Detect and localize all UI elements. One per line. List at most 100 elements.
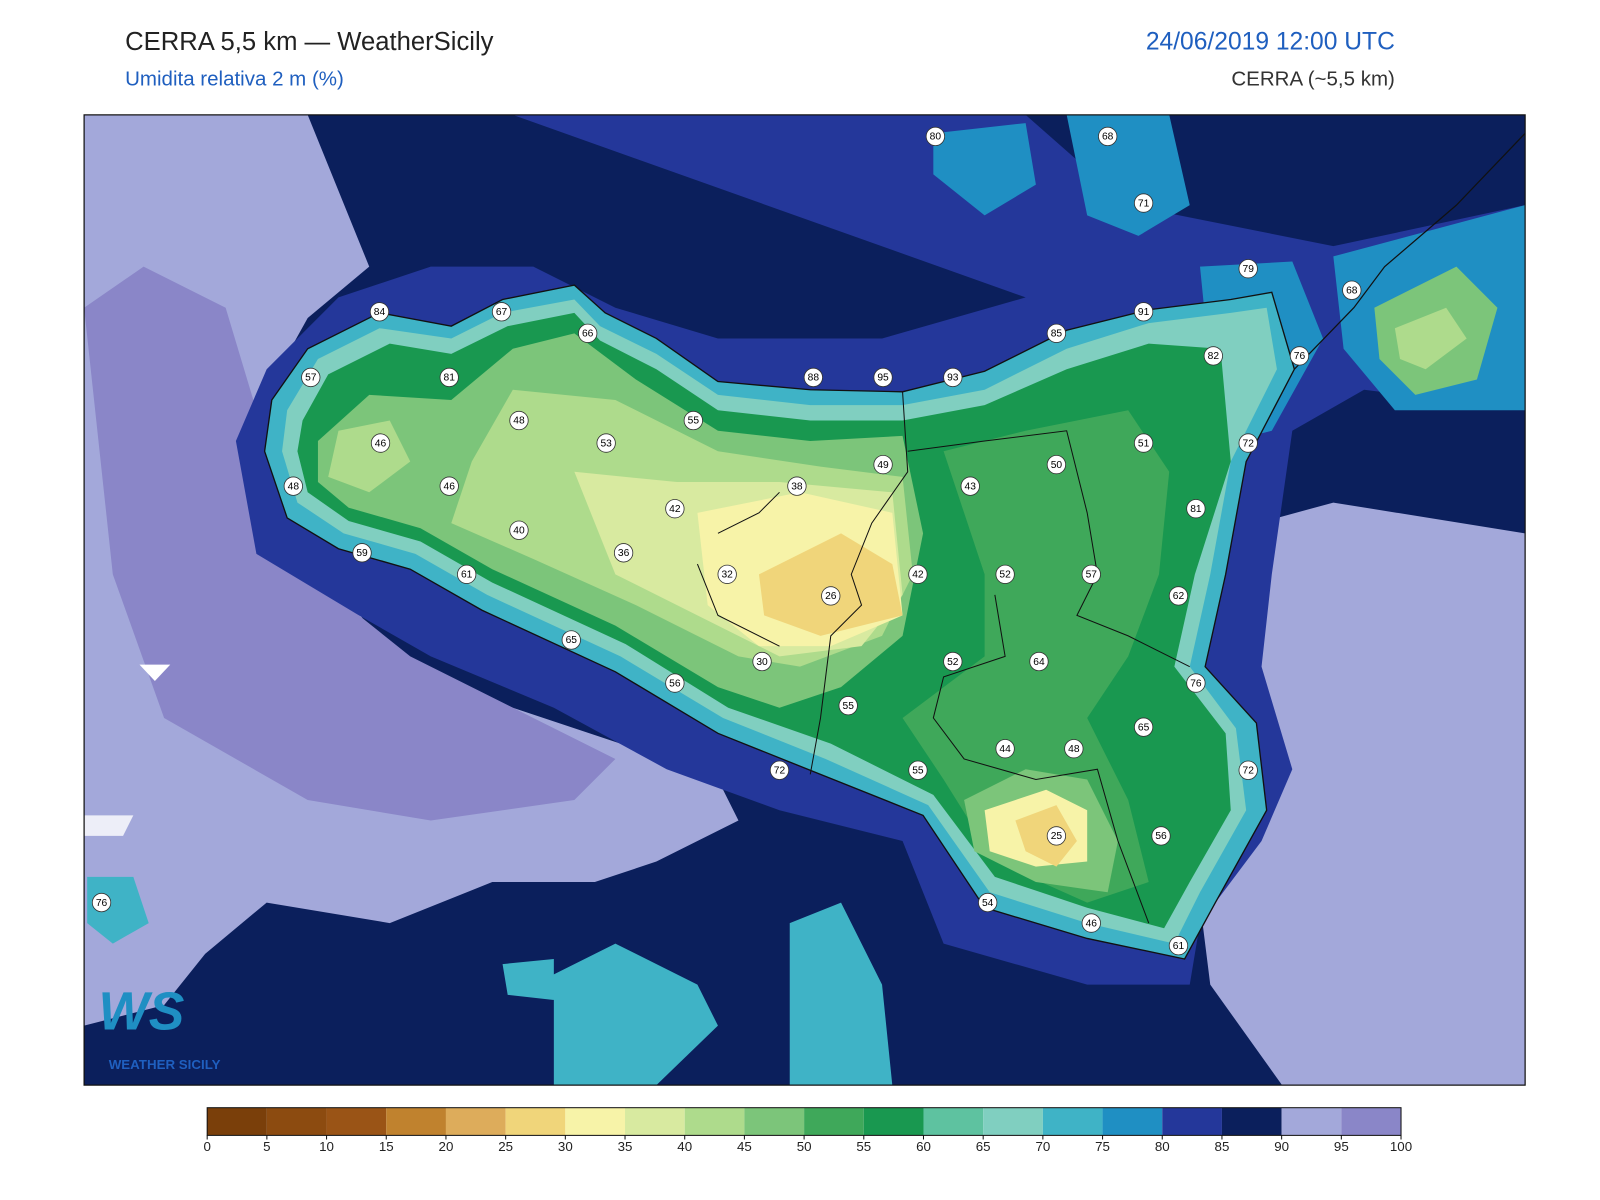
station-marker: [925, 126, 946, 147]
station-marker: [1029, 651, 1049, 672]
station: 50: [1046, 454, 1067, 475]
station: 38: [787, 476, 807, 496]
station-value: 38: [791, 481, 803, 492]
station: 56: [665, 673, 685, 693]
colorbar-tick-label: 15: [379, 1139, 394, 1154]
station-value: 55: [843, 701, 855, 712]
station: 81: [1186, 499, 1206, 519]
station-marker: [665, 673, 685, 693]
station-marker: [509, 520, 529, 540]
station-value: 76: [1190, 678, 1202, 689]
station: 61: [1168, 935, 1189, 956]
station-marker: [1203, 346, 1223, 366]
colorbar-tick-label: 30: [558, 1139, 573, 1154]
colorbar-segment: [1102, 1107, 1163, 1136]
colorbar-segment: [1042, 1107, 1103, 1136]
station-marker: [873, 454, 893, 475]
station-value: 57: [1086, 570, 1098, 581]
station: 36: [613, 543, 634, 563]
colorbar-segment: [505, 1107, 566, 1136]
station-marker: [613, 543, 634, 563]
station-marker: [1168, 935, 1189, 956]
station-marker: [1046, 826, 1067, 846]
station-value: 71: [1138, 198, 1150, 209]
station: 82: [1203, 346, 1223, 366]
station: 76: [1186, 673, 1206, 693]
station: 76: [91, 892, 112, 913]
station-value: 32: [721, 570, 733, 581]
station: 55: [908, 760, 928, 780]
station-marker: [943, 651, 963, 672]
station: 88: [803, 367, 823, 388]
station-marker: [457, 564, 477, 584]
station-marker: [1133, 302, 1154, 322]
station-marker: [995, 739, 1015, 759]
station-value: 44: [999, 744, 1011, 755]
station: 81: [439, 367, 459, 388]
station-value: 56: [669, 678, 681, 689]
station: 42: [665, 499, 685, 519]
station-value: 65: [1138, 722, 1150, 733]
station-marker: [752, 651, 772, 672]
station-value: 55: [912, 765, 924, 776]
station: 26: [821, 586, 841, 606]
station: 80: [925, 126, 946, 147]
colorbar-tick-label: 80: [1155, 1139, 1170, 1154]
colorbar-segment: [863, 1107, 924, 1136]
station-value: 95: [877, 373, 889, 384]
colorbar-tick-label: 65: [976, 1139, 991, 1154]
colorbar-segment: [804, 1107, 864, 1136]
station: 32: [717, 564, 737, 584]
station-marker: [1168, 586, 1189, 606]
station-marker: [821, 586, 841, 606]
station-value: 49: [877, 460, 889, 471]
station-value: 54: [982, 898, 994, 909]
station-marker: [995, 564, 1015, 584]
station: 55: [838, 696, 858, 716]
subtitle: Umidita relativa 2 m (%): [125, 67, 344, 90]
station-value: 68: [1102, 132, 1114, 143]
station-value: 30: [756, 657, 768, 668]
station-value: 46: [375, 438, 387, 449]
colorbar-segment: [983, 1107, 1043, 1136]
station-value: 59: [356, 548, 368, 559]
station: 91: [1133, 302, 1154, 322]
station-marker: [283, 476, 303, 496]
station-value: 61: [461, 570, 473, 581]
station: 65: [1133, 717, 1154, 737]
station: 93: [943, 367, 963, 388]
station: 48: [509, 410, 529, 431]
station-marker: [1238, 760, 1258, 780]
colorbar-segment: [326, 1107, 387, 1136]
station: 72: [1238, 760, 1258, 780]
colorbar-tick-label: 20: [439, 1139, 454, 1154]
colorbar-tick-label: 95: [1334, 1139, 1349, 1154]
colorbar-tick-label: 85: [1215, 1139, 1230, 1154]
station: 68: [1342, 280, 1362, 300]
station: 68: [1098, 126, 1118, 147]
station-marker: [1064, 739, 1084, 759]
station-value: 36: [618, 548, 630, 559]
station: 44: [995, 739, 1015, 759]
station: 43: [960, 476, 980, 496]
station-value: 25: [1051, 831, 1063, 842]
station-marker: [370, 433, 391, 453]
station-value: 67: [496, 307, 508, 318]
station-marker: [665, 499, 685, 519]
station: 30: [752, 651, 772, 672]
station: 49: [873, 454, 893, 475]
station-value: 42: [669, 504, 681, 515]
station-marker: [596, 433, 616, 453]
station-value: 81: [1190, 504, 1202, 515]
station-value: 42: [912, 570, 924, 581]
station-value: 26: [825, 591, 837, 602]
station-marker: [1098, 126, 1118, 147]
station: 46: [1081, 913, 1101, 933]
station-marker: [683, 410, 703, 431]
station-marker: [561, 630, 581, 650]
title: CERRA 5,5 km — WeatherSicily: [125, 28, 494, 56]
colorbar-segment: [744, 1107, 805, 1136]
station-marker: [1133, 717, 1154, 737]
station-value: 80: [930, 132, 942, 143]
station-value: 65: [566, 635, 578, 646]
